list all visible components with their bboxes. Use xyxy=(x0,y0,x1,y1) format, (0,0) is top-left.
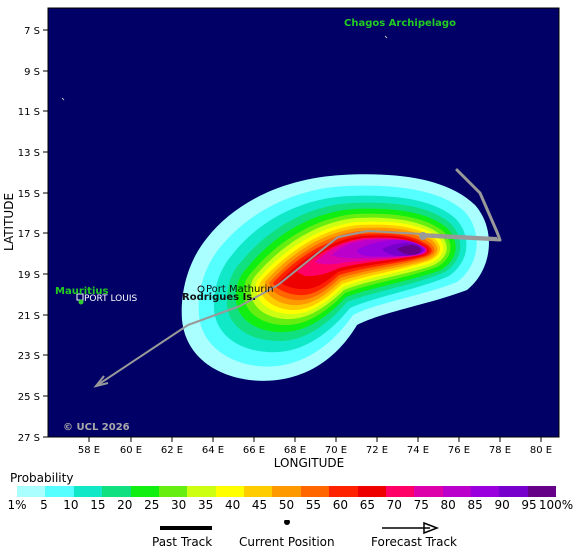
lon-label: 76 E xyxy=(448,445,470,456)
forecast-arrowhead xyxy=(93,375,109,388)
lon-label: 66 E xyxy=(243,445,265,456)
small-island-mark xyxy=(61,97,65,101)
legend-tick-label: 80 xyxy=(440,498,456,512)
current-position-dot xyxy=(419,232,427,240)
legend-color-cell xyxy=(471,486,500,497)
lat-label: 7 S xyxy=(24,26,40,37)
legend-color-bar xyxy=(17,486,557,497)
lat-label: 9 S xyxy=(24,67,40,78)
lon-label: 72 E xyxy=(366,445,388,456)
port-mathurin-marker xyxy=(197,285,205,293)
legend-color-cell xyxy=(357,486,386,497)
legend-color-cell xyxy=(414,486,443,497)
lon-label: 58 E xyxy=(78,445,100,456)
probability-legend: Probability xyxy=(0,468,580,557)
lon-label: 74 E xyxy=(407,445,429,456)
legend-color-cell xyxy=(300,486,330,497)
lon-label: 64 E xyxy=(202,445,224,456)
chagos-label: Chagos Archipelago xyxy=(344,18,456,29)
legend-tick-label: 55 xyxy=(305,498,322,512)
legend-tick-label: 50 xyxy=(278,498,295,512)
lat-label: 11 S xyxy=(18,107,40,118)
legend-tick-label: 70 xyxy=(386,498,402,512)
legend-tick-label: 5 xyxy=(40,498,48,512)
rodrigues-label: Rodrigues Is. xyxy=(182,292,256,303)
lat-label: 17 S xyxy=(18,229,40,240)
current-position-symbol xyxy=(284,520,290,525)
lat-label: 25 S xyxy=(18,392,40,403)
legend-color-cell xyxy=(527,486,557,497)
port-mathurin-label: Port Mathurin xyxy=(206,284,274,295)
current-position-label: Current Position xyxy=(239,535,335,549)
legend-tick-label: 75 xyxy=(413,498,429,512)
mauritius-island-dot xyxy=(78,299,84,305)
probability-swath xyxy=(181,174,489,381)
lat-label: 21 S xyxy=(18,311,40,322)
lat-label: 27 S xyxy=(18,433,40,444)
legend-tick-label: 1% xyxy=(7,498,27,512)
longitude-axis-title: LONGITUDE xyxy=(274,456,344,470)
past-track-line xyxy=(421,168,502,242)
legend-color-cell xyxy=(385,486,415,497)
legend-color-cell xyxy=(499,486,528,497)
legend-color-cell xyxy=(244,486,273,497)
legend-color-cell xyxy=(17,486,46,497)
legend-tick-label: 10 xyxy=(63,498,79,512)
legend-color-cell xyxy=(130,486,159,497)
lon-label: 80 E xyxy=(530,445,552,456)
copyright-label: © UCL 2026 xyxy=(63,422,130,433)
legend-color-cell xyxy=(187,486,216,497)
legend-tick-label: 100% xyxy=(538,498,574,512)
lon-label: 78 E xyxy=(489,445,511,456)
legend-color-cell xyxy=(329,486,358,497)
lat-label: 19 S xyxy=(18,270,40,281)
lon-label: 60 E xyxy=(120,445,142,456)
strike-probability-map: Chagos Archipelago Mauritius PORT LOUIS … xyxy=(2,7,560,470)
legend-tick-label: 95 xyxy=(521,498,537,512)
legend-tick-label: 15 xyxy=(90,498,106,512)
track-legend: Past Track Current Position Forecast Tra… xyxy=(0,520,580,557)
legend-tick-label: 20 xyxy=(117,498,133,512)
latitude-axis: 7 S 9 S 11 S 13 S 15 S 17 S 19 S 21 S 23… xyxy=(18,26,48,444)
legend-color-cell xyxy=(215,486,244,497)
legend-tick-label: 90 xyxy=(494,498,510,512)
legend-color-cell xyxy=(158,486,188,497)
lat-label: 15 S xyxy=(18,189,40,200)
legend-tick-label: 60 xyxy=(332,498,349,512)
legend-title: Probability xyxy=(10,471,74,485)
legend-tick-label: 45 xyxy=(251,498,268,512)
legend-tick-label: 40 xyxy=(224,498,241,512)
lon-label: 62 E xyxy=(161,445,183,456)
legend-color-cell xyxy=(272,486,301,497)
track-legend-symbols xyxy=(160,520,440,535)
legend-tick-label: 65 xyxy=(359,498,375,512)
past-track-label: Past Track xyxy=(152,535,213,549)
legend-color-cell xyxy=(442,486,471,497)
legend-color-cell xyxy=(45,486,74,497)
chagos-island-mark xyxy=(384,35,388,39)
latitude-axis-title: LATITUDE xyxy=(2,193,16,251)
port-louis-label: PORT LOUIS xyxy=(84,294,137,304)
legend-tick-label: 85 xyxy=(467,498,483,512)
legend-tick-label: 30 xyxy=(171,498,187,512)
longitude-axis: 58 E 60 E 62 E 64 E 66 E 68 E 70 E 72 E … xyxy=(78,437,552,456)
map-border xyxy=(47,7,560,438)
forecast-track-arrowhead xyxy=(423,521,440,535)
legend-color-cell xyxy=(73,486,103,497)
legend-tick-label: 35 xyxy=(198,498,214,512)
swath-band-19 xyxy=(397,245,421,255)
mauritius-label: Mauritius xyxy=(55,286,109,297)
forecast-track-line xyxy=(95,230,498,387)
forecast-track-label: Forecast Track xyxy=(371,535,457,549)
lon-label: 70 E xyxy=(325,445,347,456)
lon-label: 68 E xyxy=(284,445,306,456)
lat-label: 23 S xyxy=(18,351,40,362)
lat-label: 13 S xyxy=(18,148,40,159)
legend-tick-label: 25 xyxy=(144,498,160,512)
legend-color-cell xyxy=(102,486,131,497)
